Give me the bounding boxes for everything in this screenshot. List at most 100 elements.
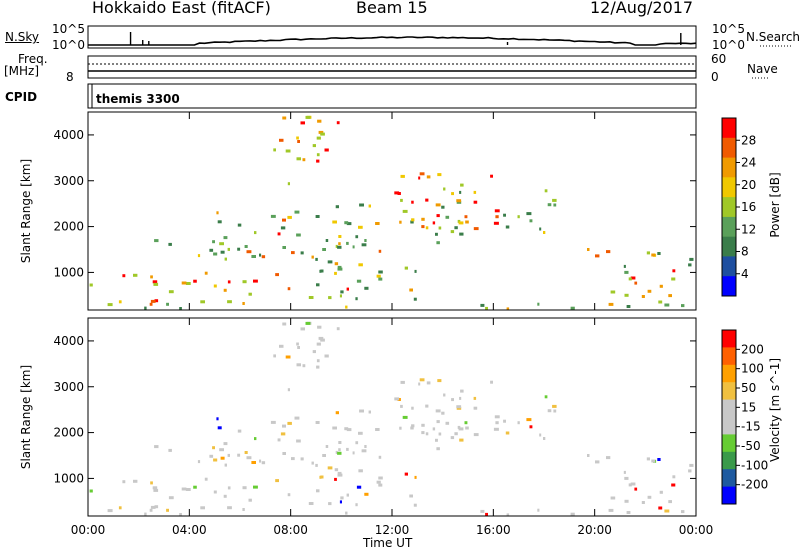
velocity-cell [154,505,159,509]
power-cell [359,203,364,207]
power-cell [409,288,413,292]
power-cell [672,269,676,273]
y-tick-label: 3000 [53,380,84,394]
power-cell [300,121,305,125]
velocity-cell [339,500,342,504]
velocity-cell [153,488,159,492]
power-cell [421,217,425,221]
velocity-cell [287,388,290,392]
power-cell [451,192,454,196]
colorbar-swatch [722,434,736,453]
power-cell [659,284,663,288]
power-cell [285,149,291,153]
x-tick-label: 12:00 [375,523,410,537]
velocity-cell [410,426,414,430]
power-cell [628,277,632,281]
velocity-cell [473,406,478,410]
velocity-cell [441,411,445,415]
colorbar-swatch [722,118,736,139]
velocity-cell [378,476,383,480]
velocity-cell [543,437,546,440]
velocity-cell [490,380,493,384]
velocity-cell [316,342,321,346]
colorbar-tick-label: 4 [741,267,749,281]
velocity-cell [630,482,636,486]
velocity-cell [319,475,322,479]
power-cell [399,220,402,224]
velocity-cell [587,454,590,457]
velocity-cell [443,393,446,397]
power-cell [459,190,462,194]
power-cell [316,283,320,287]
velocity-cell [251,461,256,464]
cpid-value: themis 3300 [96,92,180,106]
velocity-cell [154,445,159,449]
velocity-cell [375,428,380,431]
power-cell [251,255,256,258]
velocity-cell [224,463,227,467]
velocity-cell [315,421,320,424]
power-cell [166,302,169,306]
velocity-cell [193,485,197,489]
power-frame [87,111,697,311]
velocity-cell [242,508,245,511]
power-cell [345,305,348,309]
power-cell [282,116,287,120]
power-cell [595,254,600,258]
y-tick-label: 4000 [53,334,84,348]
power-cell [346,241,349,245]
power-cell [671,277,676,281]
velocity-cell [316,359,320,363]
power-cell [287,182,290,186]
velocity-cell [664,509,670,513]
nsearch-tick-high: 10^5 [712,22,745,36]
power-cell [517,215,520,219]
power-cell [506,307,510,311]
colorbar-swatch [722,347,736,366]
power-cell [346,287,349,291]
velocity-cell [150,505,156,509]
power-cell [355,297,358,301]
power-cell [296,157,301,161]
velocity-cell [320,338,325,342]
power-cell [294,210,300,214]
power-cell [282,246,286,249]
power-cell [425,198,429,202]
velocity-cell [197,460,201,464]
velocity-cell [641,501,645,504]
power-cell [254,231,257,235]
cpid-strip [87,83,697,109]
power-cell [505,225,510,229]
velocity-cell [168,496,174,500]
power-cell [334,271,337,275]
velocity-cell [334,468,339,472]
velocity-cell [122,480,126,484]
velocity-cell [185,488,191,491]
power-cell [411,218,415,222]
velocity-cell [346,447,349,451]
velocity-cell [378,455,382,459]
velocity-cell [261,461,266,465]
nsearch-tick-low: 10^0 [712,38,745,52]
power-cell [325,239,329,242]
power-cell [426,175,431,179]
y-tick-label: 3000 [53,174,84,188]
y-tick-label: 1000 [53,265,84,279]
velocity-cell [213,490,217,494]
power-cell [358,263,363,267]
power-cell [587,248,590,251]
power-cell [450,230,455,234]
velocity-cell [355,441,359,445]
velocity-cell [659,490,663,494]
velocity-cell [149,508,153,512]
power-cell [311,255,314,259]
colorbar-tick-label: 8 [741,245,749,259]
power-cell [227,247,230,251]
velocity-cell [359,409,364,413]
power-cell [261,255,266,259]
power-cell [421,225,425,229]
velocity-cell [358,431,363,435]
velocity-cell [456,405,462,409]
velocity-cell [334,477,337,481]
velocity-cell [337,473,343,477]
